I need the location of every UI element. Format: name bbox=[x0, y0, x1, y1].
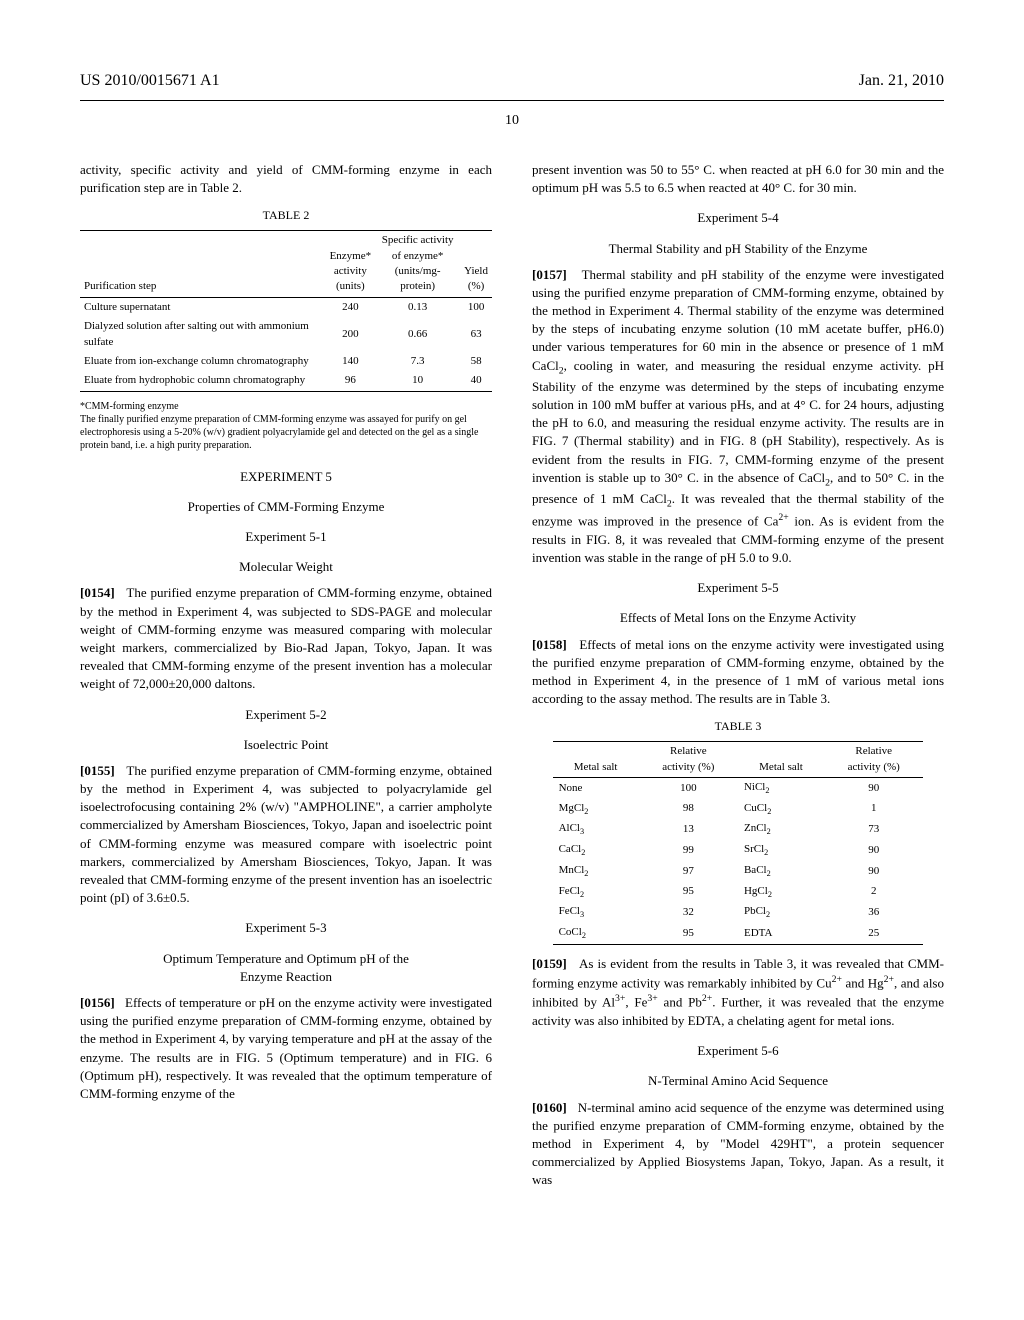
table2-label: TABLE 2 bbox=[80, 207, 492, 224]
exp54-subtitle: Thermal Stability and pH Stability of th… bbox=[532, 240, 944, 258]
table-row: Dialyzed solution after salting out with… bbox=[80, 317, 492, 352]
pub-number: US 2010/0015671 A1 bbox=[80, 70, 220, 92]
table-row: FeCl332PbCl236 bbox=[553, 902, 924, 923]
table3-label: TABLE 3 bbox=[532, 718, 944, 735]
t2-h3: Yield(%) bbox=[460, 231, 492, 298]
pub-date: Jan. 21, 2010 bbox=[859, 70, 944, 92]
table2-footnote: *CMM-forming enzymeThe finally purified … bbox=[80, 400, 492, 452]
exp52-subtitle: Isoelectric Point bbox=[80, 736, 492, 754]
table-row: FeCl295HgCl22 bbox=[553, 882, 924, 903]
para-0156-cont: present invention was 50 to 55° C. when … bbox=[532, 161, 944, 197]
exp55-subtitle: Effects of Metal Ions on the Enzyme Acti… bbox=[532, 609, 944, 627]
para-0157: [0157] Thermal stability and pH stabilit… bbox=[532, 266, 944, 567]
table2: Purification step Enzyme*activity(units)… bbox=[80, 230, 492, 392]
table-row: MgCl298CuCl21 bbox=[553, 799, 924, 820]
t2-h1: Enzyme*activity(units) bbox=[326, 231, 376, 298]
exp55-title: Experiment 5-5 bbox=[532, 579, 944, 597]
exp51-title: Experiment 5-1 bbox=[80, 528, 492, 546]
t3-h-act2: Relativeactivity (%) bbox=[824, 742, 923, 778]
table-row: CaCl299SrCl290 bbox=[553, 840, 924, 861]
t3-h-salt2: Metal salt bbox=[738, 742, 824, 778]
exp56-title: Experiment 5-6 bbox=[532, 1042, 944, 1060]
table3: Metal salt Relativeactivity (%) Metal sa… bbox=[553, 741, 924, 945]
intro-para: activity, specific activity and yield of… bbox=[80, 161, 492, 197]
para-0159: [0159] As is evident from the results in… bbox=[532, 955, 944, 1030]
exp5-title: EXPERIMENT 5 bbox=[80, 468, 492, 486]
para-0156: [0156] Effects of temperature or pH on t… bbox=[80, 994, 492, 1103]
left-column: activity, specific activity and yield of… bbox=[80, 161, 492, 1200]
page-header: US 2010/0015671 A1 Jan. 21, 2010 bbox=[80, 70, 944, 101]
exp5-subtitle: Properties of CMM-Forming Enzyme bbox=[80, 498, 492, 516]
t3-h-act1: Relativeactivity (%) bbox=[639, 742, 738, 778]
para-0160: [0160] N-terminal amino acid sequence of… bbox=[532, 1099, 944, 1190]
right-column: present invention was 50 to 55° C. when … bbox=[532, 161, 944, 1200]
para-0158: [0158] Effects of metal ions on the enzy… bbox=[532, 636, 944, 709]
table-row: CoCl295EDTA25 bbox=[553, 923, 924, 944]
table-row: Eluate from ion-exchange column chromato… bbox=[80, 352, 492, 371]
para-0154: [0154] The purified enzyme preparation o… bbox=[80, 584, 492, 693]
exp56-subtitle: N-Terminal Amino Acid Sequence bbox=[532, 1072, 944, 1090]
table-row: Culture supernatant 240 0.13 100 bbox=[80, 297, 492, 317]
exp51-subtitle: Molecular Weight bbox=[80, 558, 492, 576]
page-number: 10 bbox=[80, 111, 944, 131]
exp53-subtitle: Optimum Temperature and Optimum pH of th… bbox=[80, 950, 492, 986]
table-row: AlCl313ZnCl273 bbox=[553, 819, 924, 840]
table-row: Eluate from hydrophobic column chromatog… bbox=[80, 371, 492, 391]
para-0155: [0155] The purified enzyme preparation o… bbox=[80, 762, 492, 908]
table-row: MnCl297BaCl290 bbox=[553, 861, 924, 882]
table-row: None100NiCl290 bbox=[553, 777, 924, 798]
t2-h2: Specific activityof enzyme*(units/mg-pro… bbox=[375, 231, 460, 298]
t2-h0: Purification step bbox=[80, 231, 326, 298]
exp53-title: Experiment 5-3 bbox=[80, 919, 492, 937]
exp52-title: Experiment 5-2 bbox=[80, 706, 492, 724]
exp54-title: Experiment 5-4 bbox=[532, 209, 944, 227]
t3-h-salt1: Metal salt bbox=[553, 742, 639, 778]
